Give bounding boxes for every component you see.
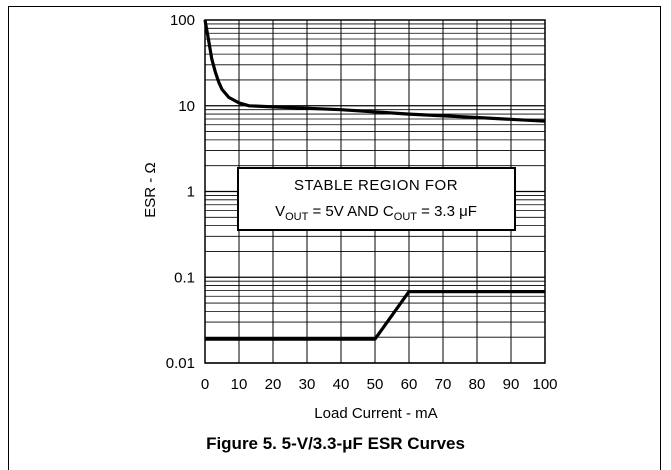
x-axis-label: Load Current - mA (314, 405, 437, 422)
plot-border (204, 19, 546, 364)
annotation-tail: = 3.3 μF (417, 203, 477, 220)
y-axis-label: ESR - Ω (142, 162, 159, 217)
x-tick-label: 70 (435, 376, 452, 393)
figure-caption: Figure 5. 5-V/3.3-μF ESR Curves (206, 434, 465, 453)
x-tick-label: 40 (333, 376, 350, 393)
esr-chart: 0 10 20 30 40 50 60 70 80 90 100 0.01 0.1 1 10 100 STAB… (142, 12, 558, 422)
y-tick-label: 1 (187, 184, 195, 201)
x-tick-label: 100 (532, 376, 557, 393)
y-tick-label: 0.1 (174, 269, 195, 286)
x-tick-label: 60 (401, 376, 418, 393)
annotation-c-sub: OUT (394, 211, 418, 223)
tick-labels: 0 10 20 30 40 50 60 70 80 90 100 0.01 0.1 1 10 100 (166, 12, 558, 393)
x-tick-label: 80 (469, 376, 486, 393)
annotation-line1: STABLE REGION FOR (294, 177, 458, 194)
annotation-v: V (275, 203, 285, 220)
x-tick-label: 30 (299, 376, 316, 393)
esr-curve (205, 290, 545, 341)
annotation-line2: VOUT = 5V AND COUT = 3.3 μF (275, 203, 477, 223)
stable-region-annotation: STABLE REGION FOR VOUT = 5V AND COUT = 3… (237, 167, 516, 231)
x-tick-label: 0 (201, 376, 209, 393)
annotation-v-sub: OUT (285, 211, 309, 223)
annotation-box (237, 167, 516, 231)
y-tick-label: 100 (170, 12, 195, 29)
x-tick-label: 10 (231, 376, 248, 393)
esr-curve (203, 19, 546, 123)
annotation-mid: = 5V AND C (308, 203, 394, 220)
figure-frame (8, 6, 661, 470)
y-tick-label: 0.01 (166, 355, 195, 372)
series (203, 19, 546, 341)
y-tick-label: 10 (178, 98, 195, 115)
x-tick-label: 50 (367, 376, 384, 393)
x-tick-label: 20 (265, 376, 282, 393)
x-tick-label: 90 (503, 376, 520, 393)
